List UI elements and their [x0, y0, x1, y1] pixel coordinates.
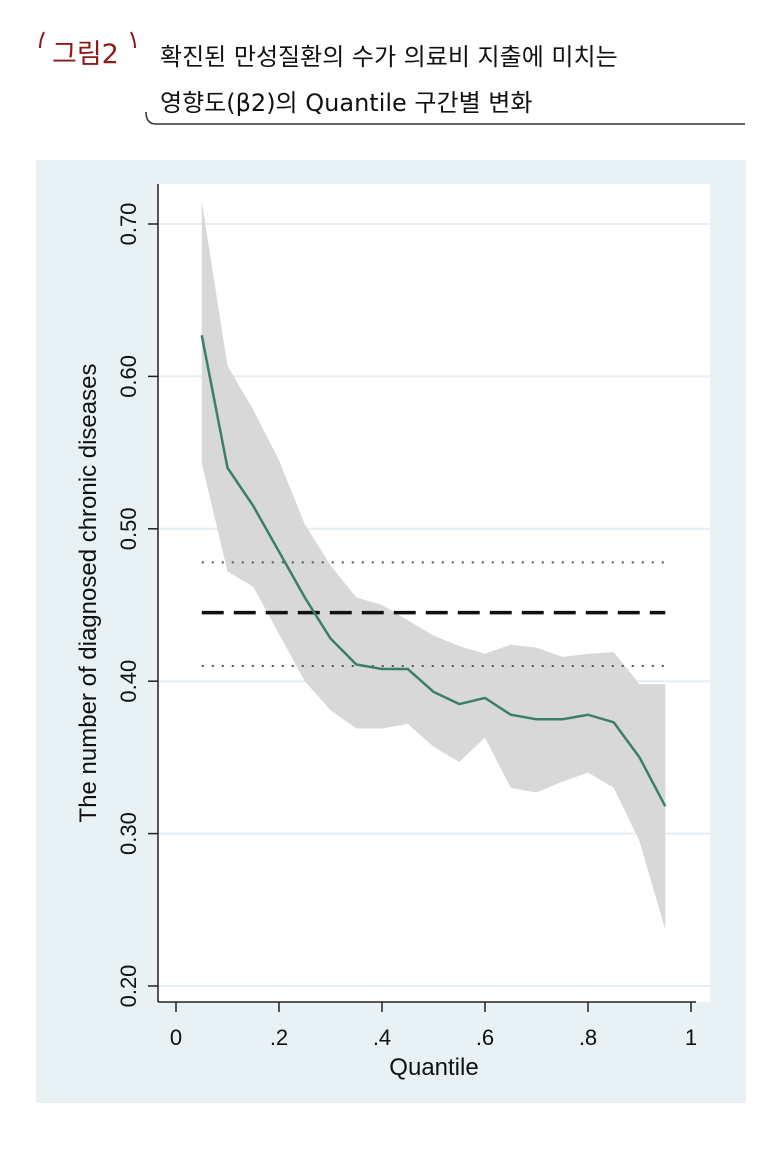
x-tick-label: 1	[685, 1025, 697, 1050]
figure-label: 그림2	[52, 39, 119, 70]
title-underline	[145, 111, 745, 125]
figure-header-brackets	[39, 31, 745, 125]
y-tick-label: 0.70	[116, 203, 141, 246]
figure-title-line1: 확진된 만성질환의 수가 의료비 지출에 미치는	[160, 43, 618, 71]
chart-panel: 0.20 0.30 0.40 0.50 0.60 0.70 0 .2 .4 .6 .8 1 Quant…	[36, 160, 746, 1103]
axes: 0.20 0.30 0.40 0.50 0.60 0.70 0 .2 .4 .6 .8 1	[116, 184, 697, 1050]
quantile-regression-chart: 0.20 0.30 0.40 0.50 0.60 0.70 0 .2 .4 .6 .8 1 Quant…	[36, 160, 746, 1103]
confidence-band-area	[201, 201, 666, 930]
quantile-line-layer	[200, 335, 667, 807]
figure-header: 그림2 확진된 만성질환의 수가 의료비 지출에 미치는 영향도(β2)의 Qu…	[0, 0, 773, 135]
y-tick-label: 0.30	[116, 812, 141, 855]
y-tick-label: 0.20	[116, 965, 141, 1008]
x-tick-label: .2	[270, 1025, 288, 1050]
label-bracket-right	[130, 31, 136, 49]
plot-area-background	[158, 184, 710, 1002]
x-axis-label: Quantile	[389, 1054, 478, 1081]
y-axis-label: The number of diagnosed chronic diseases	[75, 364, 102, 823]
x-tick-label: .6	[476, 1025, 494, 1050]
label-bracket-left	[39, 31, 45, 49]
figure-title: 확진된 만성질환의 수가 의료비 지출에 미치는 영향도(β2)의 Quanti…	[160, 34, 618, 126]
y-tick-label: 0.60	[116, 355, 141, 398]
confidence-band	[201, 201, 666, 930]
ols-lines	[201, 561, 666, 667]
figure-title-line2: 영향도(β2)의 Quantile 구간별 변화	[160, 89, 533, 117]
quantile-estimate-line	[200, 335, 667, 807]
y-tick-label: 0.50	[116, 507, 141, 550]
gridlines	[158, 223, 710, 987]
x-tick-label: .8	[579, 1025, 597, 1050]
y-tick-label: 0.40	[116, 660, 141, 703]
x-tick-label: 0	[170, 1025, 182, 1050]
x-tick-label: .4	[373, 1025, 391, 1050]
